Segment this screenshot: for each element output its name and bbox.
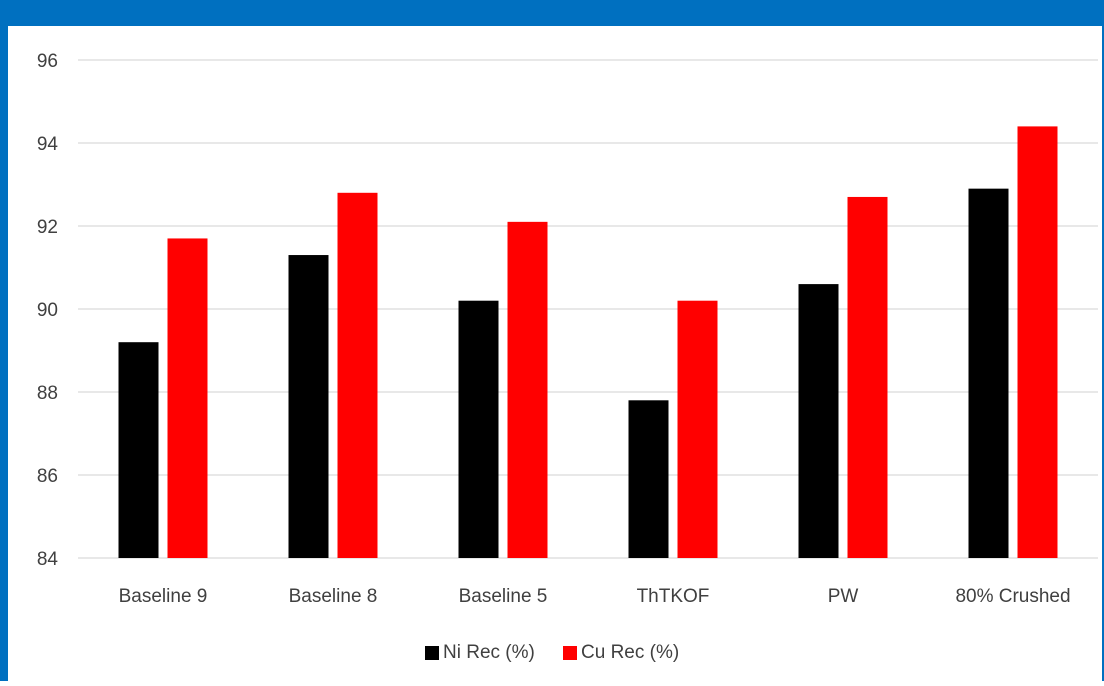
legend-label: Ni Rec (%) (443, 642, 535, 663)
x-tick-label: 80% Crushed (955, 586, 1070, 607)
chart-area: 84 86 88 90 92 94 96 Baseline 9 Baseline 8 Basel… (8, 26, 1102, 681)
bar-cu (337, 192, 378, 559)
bar-ni (288, 255, 329, 559)
legend: Ni Rec (%) Cu Rec (%) (425, 642, 679, 663)
bar-ni (968, 188, 1009, 558)
gridlines (78, 59, 1098, 559)
bar-ni (118, 342, 159, 558)
bar-cu (847, 196, 888, 558)
y-axis-tick-labels: 84 86 88 90 92 94 96 (37, 51, 59, 570)
x-axis-tick-labels: Baseline 9 Baseline 8 Baseline 5 ThTKOF PW 80… (119, 586, 1071, 607)
bar-cu (677, 300, 718, 558)
bar-ni (798, 284, 839, 558)
x-tick-label: PW (828, 586, 859, 607)
x-tick-label: Baseline 5 (459, 586, 548, 607)
y-tick-label: 86 (37, 466, 58, 487)
y-tick-label: 84 (37, 549, 59, 570)
bars (118, 126, 1058, 559)
x-tick-label: Baseline 9 (119, 586, 208, 607)
bar-cu (1017, 126, 1058, 559)
bar-ni (458, 300, 499, 558)
bar-cu (507, 221, 548, 558)
x-tick-label: Baseline 8 (289, 586, 378, 607)
y-tick-label: 94 (37, 134, 59, 155)
x-tick-label: ThTKOF (637, 586, 710, 607)
y-tick-label: 88 (37, 383, 58, 404)
y-tick-label: 92 (37, 217, 58, 238)
legend-label: Cu Rec (%) (581, 642, 679, 663)
legend-swatch (425, 646, 439, 660)
y-tick-label: 90 (37, 300, 58, 321)
legend-swatch (563, 646, 577, 660)
bar-ni (628, 400, 669, 558)
y-tick-label: 96 (37, 51, 58, 72)
bar-cu (167, 238, 208, 558)
